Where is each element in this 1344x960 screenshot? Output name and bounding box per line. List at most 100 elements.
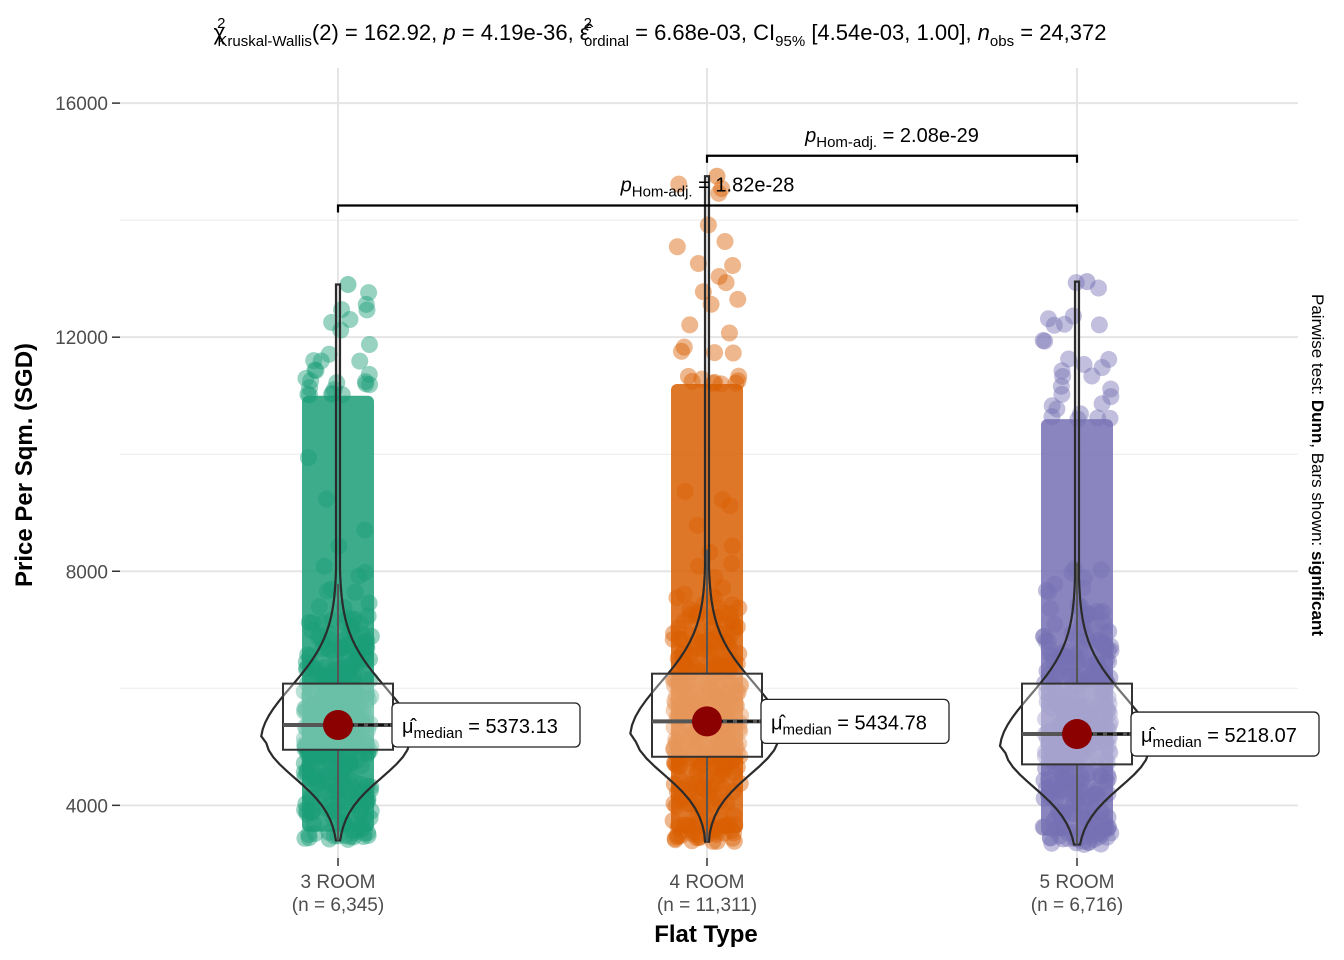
data-point (667, 745, 685, 763)
data-point (304, 748, 322, 766)
data-point (1083, 700, 1101, 718)
data-point (699, 645, 717, 663)
data-point (723, 730, 741, 748)
data-point (312, 352, 330, 370)
median-label: μ̂median = 5434.78 (771, 712, 927, 738)
data-point (669, 818, 687, 836)
data-point (327, 691, 345, 709)
median-label-box (391, 702, 581, 748)
data-point (353, 781, 371, 799)
data-point (1092, 690, 1110, 708)
data-point (675, 746, 693, 764)
data-point (306, 825, 324, 843)
data-point (1038, 693, 1056, 711)
data-point (324, 384, 342, 402)
data-point (725, 806, 743, 824)
data-point (303, 658, 321, 676)
data-point (715, 754, 733, 772)
data-point (1039, 310, 1057, 328)
data-point (1045, 736, 1063, 754)
data-point (348, 706, 366, 724)
data-point (356, 633, 374, 651)
data-point (335, 659, 353, 677)
data-point (726, 816, 744, 834)
data-point (670, 619, 688, 637)
data-point (1052, 377, 1070, 395)
data-point (716, 758, 734, 776)
data-point (1064, 307, 1082, 325)
data-point (1102, 388, 1120, 406)
data-point (1055, 803, 1073, 821)
data-point (1060, 667, 1078, 685)
data-point (300, 756, 318, 774)
data-point (1070, 698, 1088, 716)
data-point (683, 832, 701, 850)
data-point (332, 661, 350, 679)
data-point (1042, 683, 1060, 701)
data-point (681, 606, 699, 624)
data-point (1095, 622, 1113, 640)
data-point (679, 795, 697, 813)
data-point (1066, 805, 1084, 823)
data-point (322, 755, 340, 773)
data-point (312, 666, 330, 684)
data-point (299, 385, 317, 403)
data-point (332, 639, 350, 657)
y-axis-title: Price Per Sqm. (SGD) (11, 343, 38, 587)
pairwise-label: pHom-adj. = 2.08e-29 (804, 125, 979, 151)
data-point (707, 655, 725, 673)
data-point (731, 676, 749, 694)
data-point (355, 808, 373, 826)
data-point (337, 660, 355, 678)
data-point (344, 672, 362, 690)
data-point (355, 738, 373, 756)
data-point (1093, 825, 1111, 843)
data-point (323, 611, 341, 629)
data-point (1042, 646, 1060, 664)
data-point (1049, 754, 1067, 772)
data-point (1043, 741, 1061, 759)
data-point (338, 756, 356, 774)
data-point (351, 801, 369, 819)
data-point (709, 658, 727, 676)
data-point (1051, 781, 1069, 799)
data-point (1043, 397, 1061, 415)
data-point (1043, 834, 1061, 852)
data-point (684, 825, 702, 843)
data-point (1100, 743, 1118, 761)
data-point (309, 749, 327, 767)
data-point (300, 613, 318, 631)
data-point (354, 702, 372, 720)
data-point (356, 373, 374, 391)
data-point (332, 696, 350, 714)
data-point (719, 654, 737, 672)
data-point (730, 720, 748, 738)
data-point (672, 826, 690, 844)
data-point (1098, 651, 1116, 669)
data-point (351, 743, 369, 761)
data-point (1043, 733, 1061, 751)
data-point (1091, 707, 1109, 725)
data-point (1048, 400, 1066, 418)
data-point (1089, 733, 1107, 751)
data-point (1098, 820, 1116, 838)
data-point (671, 756, 689, 774)
data-point (303, 706, 321, 724)
data-point (712, 762, 730, 780)
data-point (717, 746, 735, 764)
data-point (674, 703, 692, 721)
data-point (714, 579, 732, 597)
data-point (1072, 774, 1090, 792)
data-point (1041, 829, 1059, 847)
data-point (667, 797, 685, 815)
data-point (1041, 779, 1059, 797)
data-point (1088, 602, 1106, 620)
data-point (338, 753, 356, 771)
data-point (678, 816, 696, 834)
data-point (701, 672, 719, 690)
boxplots (282, 549, 1133, 845)
data-point (337, 779, 355, 797)
data-point (303, 695, 321, 713)
data-point (1041, 698, 1059, 716)
data-point (331, 805, 349, 823)
